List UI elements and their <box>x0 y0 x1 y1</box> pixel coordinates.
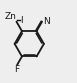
Text: F: F <box>14 65 19 74</box>
Text: I: I <box>20 16 23 25</box>
Text: Zn: Zn <box>4 12 16 21</box>
Text: N: N <box>43 17 50 26</box>
